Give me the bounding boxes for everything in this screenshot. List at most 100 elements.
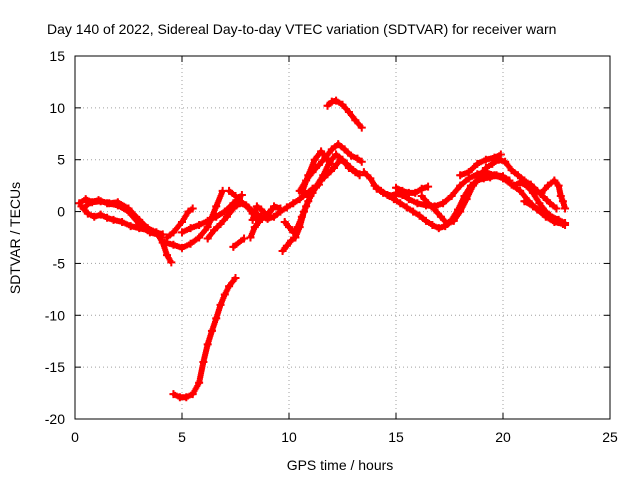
data-point [167,258,176,267]
data-point [561,204,570,213]
data-point [327,97,336,106]
data-point [340,145,349,154]
y-tick-label: 0 [57,204,65,220]
data-point [334,140,343,149]
data-point [188,204,197,213]
data-point [409,207,418,216]
data-point [216,300,225,309]
series-track-12 [248,202,285,224]
data-point [329,164,338,173]
data-point [225,186,234,195]
series-track-25 [520,197,570,227]
data-point [434,224,443,233]
data-point [220,290,229,299]
data-point [184,207,193,216]
data-point [178,228,186,237]
data-point [195,221,204,230]
data-point [496,150,505,159]
data-point [79,204,88,213]
data-point [398,186,407,195]
data-point [556,192,565,201]
data-point [413,199,422,208]
x-tick-label: 5 [178,429,186,445]
data-point [231,192,240,201]
data-point [492,171,501,180]
data-point [396,199,405,208]
data-point [443,220,452,229]
y-axis-label: SDTVAR / TECUs [7,182,23,294]
data-point [402,203,411,212]
data-point [554,181,563,190]
data-point [257,205,266,214]
data-point [231,273,240,282]
data-point [83,209,92,218]
data-point [109,215,118,224]
y-tick-label: 15 [49,48,65,64]
data-point [366,174,375,183]
data-point [304,171,313,180]
x-tick-label: 15 [388,429,404,445]
data-point [270,202,279,211]
data-point [212,202,221,211]
data-point [182,393,191,402]
data-point [178,217,186,226]
data-point [439,199,448,208]
data-point [103,213,112,222]
x-axis-label: GPS time / hours [287,457,394,473]
data-point [456,207,465,216]
data-point [462,195,471,204]
data-point [424,182,433,191]
data-point [244,203,253,212]
data-point [383,190,392,199]
data-point [246,233,255,242]
data-point [207,326,216,335]
data-point [535,199,544,208]
data-point [248,215,257,224]
data-point [389,195,398,204]
data-point [558,197,567,206]
data-point [135,220,144,229]
data-point [469,181,478,190]
y-tick-label: -15 [45,359,65,375]
data-point [473,159,482,168]
data-point [347,151,356,160]
data-point [113,201,122,210]
data-point [344,108,353,117]
data-point [554,215,563,224]
data-point [488,159,497,168]
x-tick-label: 10 [281,429,297,445]
data-point [415,211,424,220]
data-point [543,181,552,190]
data-point [516,178,525,187]
data-point [297,188,306,197]
data-point [199,357,208,366]
data-point [546,199,555,208]
series-track-21 [417,155,561,229]
data-point [291,233,300,242]
data-point [359,168,368,177]
data-point [528,188,537,197]
data-point [319,171,328,180]
data-point [332,150,341,159]
data-point [323,101,332,110]
data-point [297,212,306,221]
data-point [516,186,525,195]
y-tick-label: 5 [57,152,65,168]
data-point [289,228,298,237]
data-point [169,390,178,399]
data-point [186,224,195,233]
data-point [377,186,386,195]
data-point [160,238,169,247]
data-point [302,202,311,211]
data-point [163,251,172,260]
data-point [188,390,197,399]
data-point [145,228,154,237]
data-point [327,159,336,168]
data-point [353,154,362,163]
data-point [229,204,238,213]
x-tick-label: 0 [71,429,79,445]
y-tick-label: -10 [45,307,65,323]
data-point [280,217,289,226]
data-point [481,164,490,173]
data-point [338,155,347,164]
